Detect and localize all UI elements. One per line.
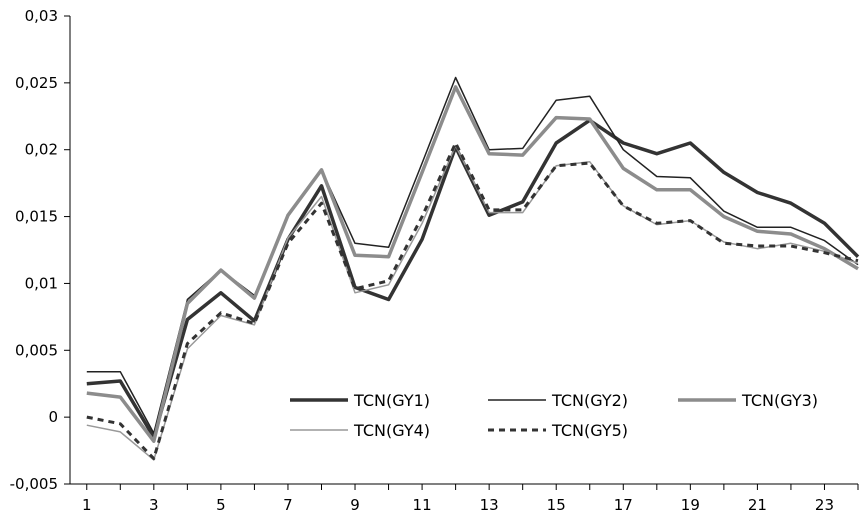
legend-label: TCN(GY4) (353, 421, 430, 440)
x-tick-label: 21 (748, 496, 767, 514)
x-tick-label: 1 (82, 496, 92, 514)
legend-label: TCN(GY1) (353, 391, 430, 410)
series-line-tcn-gy2 (86, 76, 859, 434)
x-tick-label: 13 (480, 496, 499, 514)
x-tick-label: 23 (815, 496, 834, 514)
y-tick-label: 0,015 (15, 208, 58, 226)
x-tick-label: 17 (614, 496, 633, 514)
x-tick-label: 9 (350, 496, 360, 514)
y-tick-label: 0,005 (15, 341, 58, 359)
y-tick-label: 0,03 (25, 7, 58, 25)
series-line-tcn-gy1 (86, 118, 860, 439)
y-tick-label: 0,01 (25, 274, 58, 292)
x-tick-label: 11 (413, 496, 432, 514)
series-line-tcn-gy3 (86, 85, 859, 443)
legend-label: TCN(GY5) (551, 421, 628, 440)
legend: TCN(GY1) TCN(GY2) TCN(GY3) TCN(GY4) TCN(GY5) (290, 391, 818, 440)
y-tick-label: 0 (48, 408, 58, 426)
x-tick-label: 3 (149, 496, 159, 514)
x-tick-label: 5 (216, 496, 226, 514)
legend-label: TCN(GY2) (551, 391, 628, 410)
y-tick-label: 0,02 (25, 141, 58, 159)
y-tick-label: -0,005 (10, 475, 58, 493)
series-line-tcn-gy4 (86, 144, 859, 461)
series-lines (86, 76, 860, 461)
x-tick-label: 15 (547, 496, 566, 514)
series-line-tcn-gy5 (86, 141, 859, 461)
x-tick-label: 19 (681, 496, 700, 514)
legend-label: TCN(GY3) (741, 391, 818, 410)
y-tick-label: 0,025 (15, 74, 58, 92)
x-tick-label: 7 (283, 496, 293, 514)
